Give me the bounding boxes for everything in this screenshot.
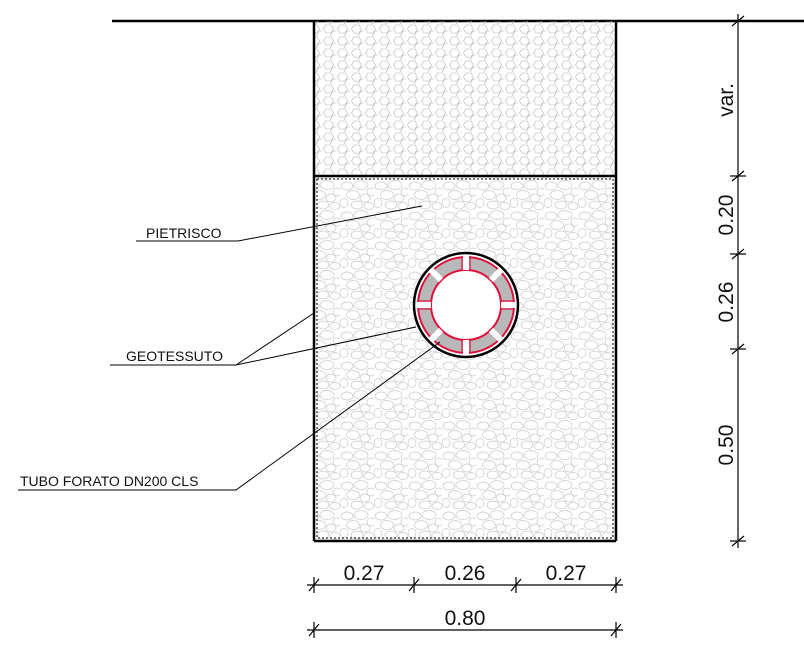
label-tubo: TUBO FORATO DN200 CLS	[20, 473, 198, 489]
leader-pietrisco	[136, 205, 423, 242]
dimension-chain-partial	[307, 577, 623, 593]
leader-tubo	[18, 341, 441, 491]
gravel-layer	[314, 176, 616, 541]
dim-right: 0.27	[546, 562, 587, 585]
dim-left: 0.27	[344, 562, 385, 585]
perforated-pipe	[412, 251, 520, 359]
leader-geotessuto-pipe	[235, 326, 417, 366]
dim-total: 0.80	[445, 607, 486, 630]
dim-026: 0.26	[715, 282, 738, 323]
dim-var: var.	[715, 83, 738, 117]
dim-050: 0.50	[715, 425, 738, 466]
dimension-chain-vertical	[730, 14, 746, 548]
label-pietrisco: PIETRISCO	[146, 225, 222, 241]
dim-middle: 0.26	[445, 562, 486, 585]
backfill-layer	[314, 21, 616, 176]
dimension-chain-total	[307, 622, 623, 638]
label-geotessuto: GEOTESSUTO	[126, 348, 223, 364]
geotextile-lining	[316, 178, 614, 539]
dim-020: 0.20	[715, 195, 738, 236]
